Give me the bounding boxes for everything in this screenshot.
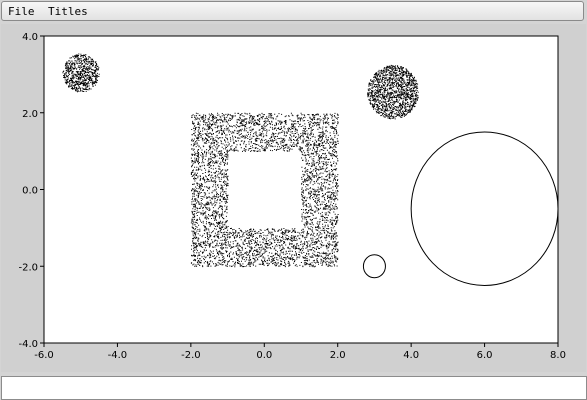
- y-tick-label: -4.0: [18, 339, 38, 350]
- y-tick-label: -2.0: [18, 262, 38, 273]
- scatter-point-cloud: [367, 64, 419, 120]
- plot-area: [43, 35, 559, 344]
- x-tick-label: 4.0: [403, 350, 419, 361]
- x-tick-label: -2.0: [181, 350, 201, 361]
- command-input[interactable]: [1, 376, 587, 400]
- menu-file[interactable]: File: [8, 5, 35, 18]
- y-tick-label: 4.0: [22, 32, 38, 43]
- x-tick-label: 2.0: [330, 350, 346, 361]
- x-tick-label: 0.0: [256, 350, 272, 361]
- scatter-point-cloud: [190, 112, 339, 268]
- circle-outline-3: [362, 254, 386, 279]
- x-tick-label: 8.0: [550, 350, 566, 361]
- x-tick-label: -6.0: [34, 350, 54, 361]
- plot-canvas: -6.0 -4.0 -2.0 0.0 2.0 4.0 6.0 8.04.02.00.0-2.0…: [18, 32, 565, 361]
- x-tick-label: -4.0: [108, 350, 128, 361]
- x-tick-label: 6.0: [477, 350, 493, 361]
- circle-outline-4: [410, 131, 559, 286]
- chart-axes: -6.0 -4.0 -2.0 0.0 2.0 4.0 6.0 8.04.02.00.0-2.0…: [18, 32, 565, 361]
- chart-marks: [62, 53, 559, 286]
- menu-bar: File Titles: [1, 1, 584, 21]
- y-tick-label: 0.0: [22, 186, 38, 197]
- filled-disk-points-1: [367, 64, 419, 120]
- menu-titles[interactable]: Titles: [48, 5, 88, 18]
- plot-panel: -6.0 -4.0 -2.0 0.0 2.0 4.0 6.0 8.0 4.0 2.0 0.0 -2.0…: [1, 24, 586, 372]
- filled-disk-points-0: [62, 53, 100, 93]
- y-tick-label: 2.0: [22, 109, 38, 120]
- square-ring-points-2: [190, 112, 339, 268]
- scatter-point-cloud: [62, 53, 100, 93]
